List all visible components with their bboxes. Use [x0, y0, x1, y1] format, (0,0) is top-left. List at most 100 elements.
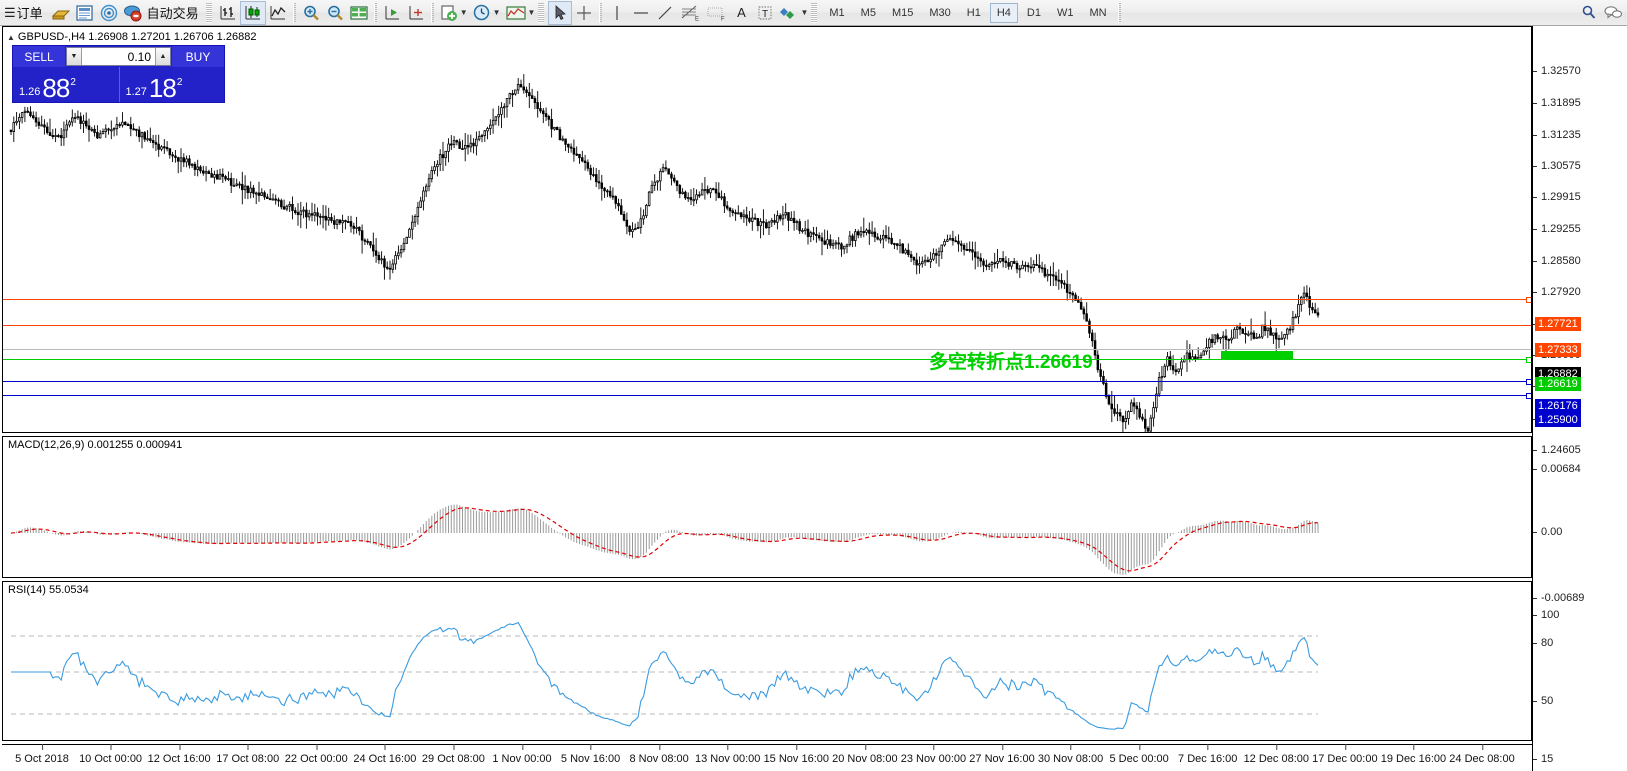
- text-button[interactable]: A: [729, 1, 753, 25]
- time-label: 15 Nov 16:00: [763, 744, 829, 765]
- autotrade-button[interactable]: 自动交易: [121, 1, 205, 25]
- resistance-line-1-tag[interactable]: 1.27721: [1535, 317, 1581, 331]
- sell-button[interactable]: SELL: [13, 46, 65, 67]
- news-button[interactable]: [73, 1, 97, 25]
- text-icon: A: [737, 5, 746, 20]
- rsi-pane[interactable]: RSI(14) 55.0534: [2, 581, 1532, 741]
- one-click-trading-panel[interactable]: SELL ▼ 0.10 ▲ BUY 1.26 88 2 1.27: [12, 45, 225, 103]
- price-tick: 1.29915: [1533, 191, 1581, 203]
- time-label: 17 Oct 08:00: [216, 744, 280, 765]
- crosshair-button[interactable]: [572, 1, 596, 25]
- timeframe-group: M1 M5 M15 M30 H1 H4 D1 W1 MN: [821, 2, 1114, 23]
- chart-window[interactable]: ▲ GBPUSD-,H4 1.26908 1.27201 1.26706 1.26…: [0, 26, 1627, 771]
- horizontal-line-button[interactable]: [629, 1, 653, 25]
- periodicity-button[interactable]: ▼: [470, 1, 503, 25]
- svg-text:T: T: [762, 9, 768, 20]
- trendline-icon: [659, 6, 672, 19]
- chat-icon: [1604, 5, 1623, 19]
- orders-button[interactable]: ☰ 订单: [2, 1, 49, 25]
- timeframe-mn-button[interactable]: MN: [1089, 6, 1107, 19]
- new-template-button[interactable]: ▼: [437, 1, 470, 25]
- sell-price[interactable]: 1.26 88 2: [13, 67, 119, 102]
- text-label-button[interactable]: T: [753, 1, 777, 25]
- toolbar-grip-1[interactable]: [205, 2, 212, 23]
- time-label: 24 Dec 08:00: [1449, 744, 1515, 765]
- line-chart-button[interactable]: [266, 1, 290, 25]
- buy-price[interactable]: 1.27 18 2: [118, 67, 225, 102]
- signal-button[interactable]: [97, 1, 121, 25]
- timeframe-m1-button[interactable]: M1: [829, 6, 845, 19]
- gold-bars-button[interactable]: [49, 1, 73, 25]
- time-label: 5 Dec 00:00: [1109, 744, 1169, 765]
- price-pane[interactable]: ▲ GBPUSD-,H4 1.26908 1.27201 1.26706 1.26…: [2, 26, 1532, 433]
- channel-button[interactable]: F: [703, 1, 729, 25]
- price-tick: 1.30575: [1533, 160, 1581, 172]
- resistance-line-2[interactable]: [3, 325, 1531, 326]
- chevron-down-icon[interactable]: ▼: [459, 8, 468, 17]
- chevron-down-icon[interactable]: ▼: [800, 8, 809, 17]
- cursor-button[interactable]: [548, 0, 573, 25]
- price-scale[interactable]: 1.32570 1.31895 1.31235 1.30575 1.29915 1.292…: [1532, 26, 1627, 771]
- price-candlesticks: [9, 74, 1320, 432]
- fibonacci-icon: E: [682, 5, 699, 22]
- macd-tick: 0.00684: [1533, 463, 1581, 475]
- svg-text:F: F: [721, 16, 725, 22]
- search-button[interactable]: [1577, 1, 1601, 25]
- macd-pane[interactable]: MACD(12,26,9) 0.001255 0.000941: [2, 436, 1532, 578]
- time-label: 13 Nov 00:00: [694, 744, 761, 765]
- support-line-2-tag[interactable]: 1.25900: [1535, 413, 1581, 427]
- toolbar-grip-3[interactable]: [811, 2, 818, 23]
- auto-scroll-button[interactable]: [404, 1, 428, 25]
- support-line-1[interactable]: [3, 379, 1531, 385]
- resistance-line-1[interactable]: [3, 297, 1531, 303]
- zoom-out-button[interactable]: [323, 1, 347, 25]
- shapes-button[interactable]: ▼: [777, 1, 810, 25]
- zoom-in-button[interactable]: [299, 1, 323, 25]
- support-line-1-tag[interactable]: 1.26176: [1535, 399, 1581, 413]
- line-handle[interactable]: [1526, 297, 1531, 303]
- bar-chart-button[interactable]: [216, 1, 240, 25]
- volume-input[interactable]: 0.10: [82, 48, 155, 65]
- resistance-line-2-tag[interactable]: 1.27333: [1535, 343, 1581, 357]
- timeframe-d1-button[interactable]: D1: [1026, 6, 1041, 19]
- data-window-button[interactable]: [347, 1, 371, 25]
- zoom-in-icon: [303, 5, 319, 20]
- scroll-chart-icon: [385, 5, 399, 19]
- chevron-down-icon[interactable]: ▼: [492, 8, 501, 17]
- rsi-label: RSI(14) 55.0534: [8, 584, 89, 596]
- timeframe-w1-button[interactable]: W1: [1056, 6, 1074, 19]
- pivot-line-tag[interactable]: 1.26619: [1535, 377, 1581, 391]
- line-handle[interactable]: [1526, 379, 1531, 385]
- timeframe-m30-button[interactable]: M30: [929, 6, 951, 19]
- autotrade-label: 自动交易: [146, 6, 199, 21]
- volume-decrease-button[interactable]: ▼: [67, 48, 82, 65]
- line-handle[interactable]: [1526, 393, 1531, 399]
- vertical-line-button[interactable]: [605, 1, 629, 25]
- shapes-icon: [780, 7, 795, 19]
- chat-button[interactable]: [1601, 1, 1625, 25]
- line-handle[interactable]: [1526, 357, 1531, 363]
- indicators-button[interactable]: ▼: [503, 1, 538, 25]
- trendline-button[interactable]: [653, 1, 677, 25]
- toolbar-grip-2[interactable]: [538, 2, 545, 23]
- time-scale[interactable]: 5 Oct 2018 10 Oct 00:00 12 Oct 16:00 17 Oct…: [2, 744, 1532, 771]
- toolbar-separator-2: [373, 2, 377, 23]
- buy-button[interactable]: BUY: [172, 46, 224, 67]
- text-label-icon: T: [759, 6, 772, 20]
- volume-stepper[interactable]: ▼ 0.10 ▲: [66, 47, 171, 66]
- symbol-ohlc-header: ▲ GBPUSD-,H4 1.26908 1.27201 1.26706 1.26…: [7, 31, 256, 43]
- timeframe-h4-button[interactable]: H4: [989, 2, 1018, 23]
- support-line-2[interactable]: [3, 393, 1531, 399]
- time-label: 7 Dec 16:00: [1178, 744, 1238, 765]
- pivot-line[interactable]: [3, 357, 1531, 363]
- timeframe-m5-button[interactable]: M5: [860, 6, 876, 19]
- timeframe-m15-button[interactable]: M15: [891, 6, 914, 19]
- fibonacci-button[interactable]: E: [677, 1, 703, 25]
- candlestick-chart-button[interactable]: [239, 0, 266, 25]
- timeframe-h1-button[interactable]: H1: [966, 6, 981, 19]
- time-label: 23 Nov 00:00: [900, 744, 967, 765]
- scroll-chart-button[interactable]: [380, 1, 404, 25]
- volume-increase-button[interactable]: ▲: [155, 48, 170, 65]
- chevron-down-icon[interactable]: ▼: [527, 8, 536, 17]
- collapse-triangle-icon[interactable]: ▲: [7, 33, 15, 42]
